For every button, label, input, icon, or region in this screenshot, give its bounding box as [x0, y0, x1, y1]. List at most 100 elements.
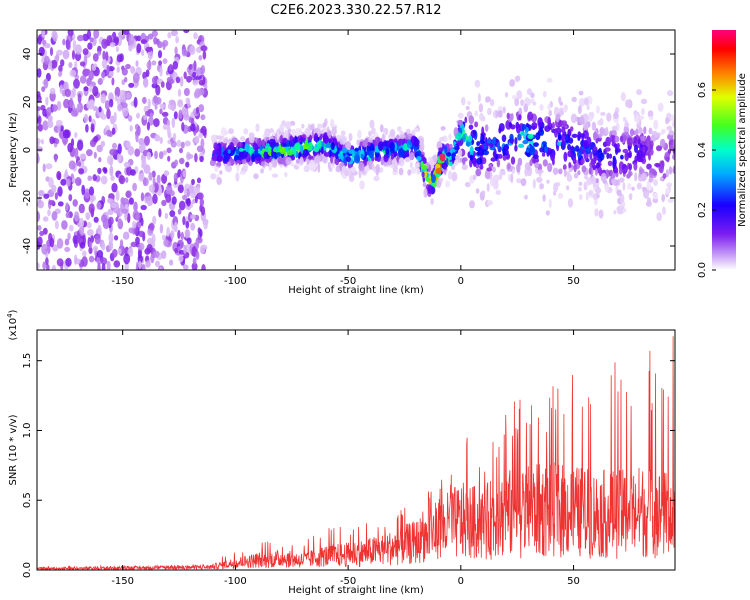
spectrogram-cell: [356, 139, 361, 146]
noise-cell: [178, 249, 185, 255]
spectrogram-cell: [323, 127, 327, 133]
noise-cell: [115, 190, 120, 202]
spectrogram-cell: [529, 145, 536, 156]
noise-cell: [144, 135, 150, 146]
noise-cell: [81, 184, 86, 196]
spectrogram-cell: [295, 159, 301, 164]
spectrogram-cell: [478, 103, 484, 113]
spectrogram-cell: [348, 149, 355, 155]
noise-cell: [88, 70, 94, 81]
spectrogram-cell: [498, 123, 505, 132]
noise-cell: [196, 177, 202, 184]
noise-cell: [49, 87, 56, 95]
noise-cell: [143, 77, 149, 88]
noise-cell: [192, 79, 199, 86]
spectrogram-cell: [668, 138, 674, 147]
noise-cell: [64, 246, 71, 253]
noise-cell: [174, 46, 178, 55]
spectrogram-cell: [313, 147, 319, 153]
noise-cell: [54, 220, 59, 230]
spectrogram-cell: [661, 129, 666, 134]
noise-cell: [159, 67, 163, 77]
noise-cell: [199, 155, 204, 163]
noise-cell: [54, 153, 58, 163]
noise-cell: [147, 33, 154, 40]
noise-cell: [200, 45, 208, 52]
spectrogram-cell: [670, 114, 675, 122]
spectrogram-cell: [299, 156, 304, 166]
noise-cell: [186, 153, 194, 159]
spectrogram-cell: [583, 121, 589, 131]
noise-cell: [172, 60, 179, 70]
spectrogram-cell: [641, 175, 644, 181]
noise-cell: [178, 200, 186, 211]
spectrogram-cell: [629, 128, 635, 137]
noise-cell: [78, 161, 82, 167]
spectrogram-cell: [219, 170, 223, 175]
spectrogram-cell: [620, 92, 626, 102]
noise-cell: [177, 100, 184, 108]
noise-cell: [79, 225, 85, 235]
noise-cell: [163, 170, 170, 177]
spectrogram-cell: [464, 116, 468, 124]
noise-cell: [188, 185, 194, 194]
spectrogram-cell: [541, 141, 547, 146]
spectrogram-cell: [217, 135, 223, 141]
x-tick-label: -150: [111, 576, 134, 587]
noise-cell: [174, 159, 179, 167]
spectrogram-cell: [604, 184, 609, 192]
noise-cell: [117, 104, 123, 112]
noise-cell: [121, 208, 129, 214]
noise-cell: [74, 254, 78, 265]
noise-cell: [109, 165, 114, 177]
spectrogram-cell: [532, 157, 537, 164]
noise-cell: [185, 97, 190, 105]
spectrogram-cell: [648, 127, 653, 135]
y-tick-label: 1.5: [22, 353, 33, 369]
noise-cell: [175, 35, 179, 44]
noise-cell: [157, 50, 163, 59]
noise-cell: [83, 86, 89, 92]
spectrogram-cell: [552, 167, 559, 175]
noise-cell: [138, 242, 145, 251]
noise-cell: [95, 175, 101, 183]
noise-cell: [136, 43, 142, 54]
spectrogram-cell: [484, 169, 491, 180]
spectrogram-cell: [322, 155, 328, 164]
spectrogram-cell: [647, 185, 653, 191]
spectrogram-cell: [661, 194, 666, 203]
spectrogram-cell: [595, 105, 601, 114]
spectrogram-cell: [461, 96, 466, 106]
spectrogram-cell: [544, 146, 548, 153]
noise-cell: [167, 32, 172, 39]
spectrogram-cell: [435, 167, 442, 175]
noise-cell: [109, 148, 117, 156]
spectrogram-cell: [284, 171, 288, 178]
noise-cell: [186, 75, 192, 83]
noise-cell: [86, 149, 93, 157]
noise-cell: [62, 49, 70, 60]
x-tick-label: -100: [224, 576, 247, 587]
spectrogram-cell: [577, 105, 582, 115]
spectrogram-cell: [577, 131, 582, 140]
noise-cell: [84, 188, 91, 199]
noise-cell: [176, 139, 182, 147]
noise-cell: [37, 106, 41, 112]
spectrogram-cell: [606, 152, 610, 160]
spectrogram-cell: [502, 149, 509, 156]
spectrogram-cell: [476, 141, 480, 147]
spectrogram-cell: [539, 104, 544, 111]
spectrogram-cell: [526, 148, 530, 153]
spectrogram-cell: [359, 180, 365, 190]
noise-cell: [170, 140, 177, 148]
spectrogram-cell: [626, 137, 634, 147]
y-tick-label: 20: [22, 96, 33, 109]
noise-cell: [108, 216, 114, 226]
noise-cell: [156, 174, 161, 184]
noise-cell: [37, 110, 40, 118]
spectrogram-cell: [491, 139, 497, 145]
noise-cell: [154, 150, 158, 160]
noise-cell: [165, 193, 172, 203]
noise-cell: [140, 192, 145, 202]
spectrogram-cell: [524, 168, 529, 177]
